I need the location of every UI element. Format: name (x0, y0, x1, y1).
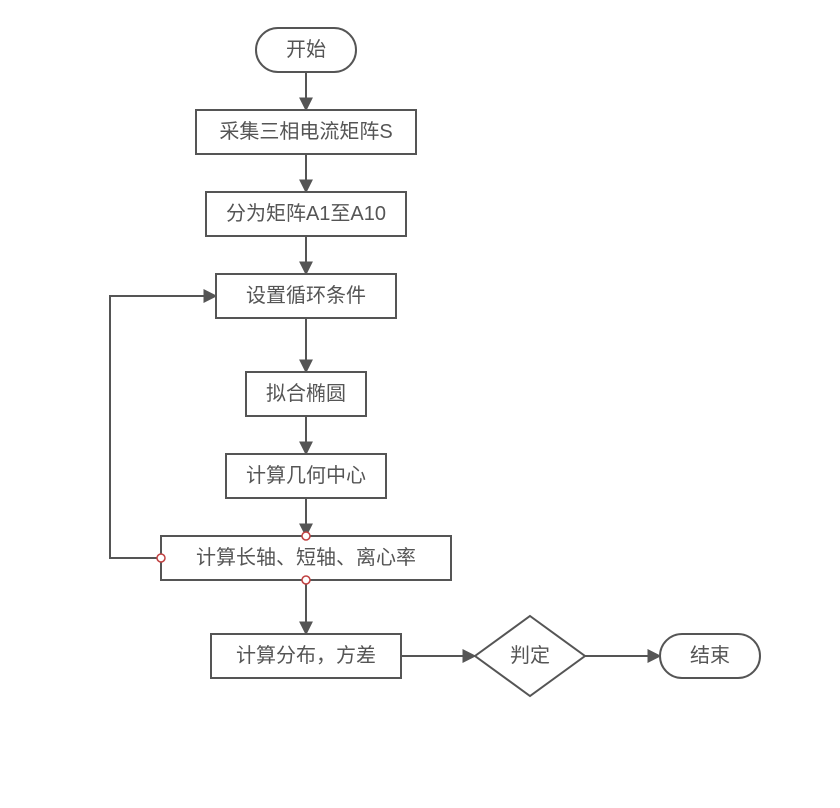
node-n1: 采集三相电流矩阵S (196, 110, 416, 154)
node-n5-label: 计算几何中心 (246, 464, 366, 487)
edge-loop-n6-n3 (110, 296, 216, 558)
node-n4-label: 拟合椭圆 (266, 382, 346, 405)
node-n6: 计算长轴、短轴、离心率 (161, 536, 451, 580)
node-n1-label: 采集三相电流矩阵S (219, 120, 392, 143)
node-n3-label: 设置循环条件 (246, 284, 366, 307)
node-n6-label: 计算长轴、短轴、离心率 (196, 546, 416, 569)
node-end: 结束 (660, 634, 760, 678)
node-start: 开始 (256, 28, 356, 72)
node-start-label: 开始 (286, 38, 326, 61)
node-n5: 计算几何中心 (226, 454, 386, 498)
node-end-label: 结束 (690, 644, 730, 667)
connector-dot (302, 576, 310, 584)
node-n3: 设置循环条件 (216, 274, 396, 318)
node-n2: 分为矩阵A1至A10 (206, 192, 406, 236)
flowchart-canvas: 开始采集三相电流矩阵S 分为矩阵A1至A10 设置循环条件拟合椭圆计算几何中心计算长… (0, 0, 840, 808)
node-n4: 拟合椭圆 (246, 372, 366, 416)
node-dec-label: 判定 (510, 644, 550, 667)
connector-dot (302, 532, 310, 540)
node-n7-label: 计算分布，方差 (236, 644, 376, 667)
connector-dot (157, 554, 165, 562)
node-n2-label: 分为矩阵A1至A10 (226, 202, 386, 225)
node-n7: 计算分布，方差 (211, 634, 401, 678)
node-dec: 判定 (475, 616, 585, 696)
